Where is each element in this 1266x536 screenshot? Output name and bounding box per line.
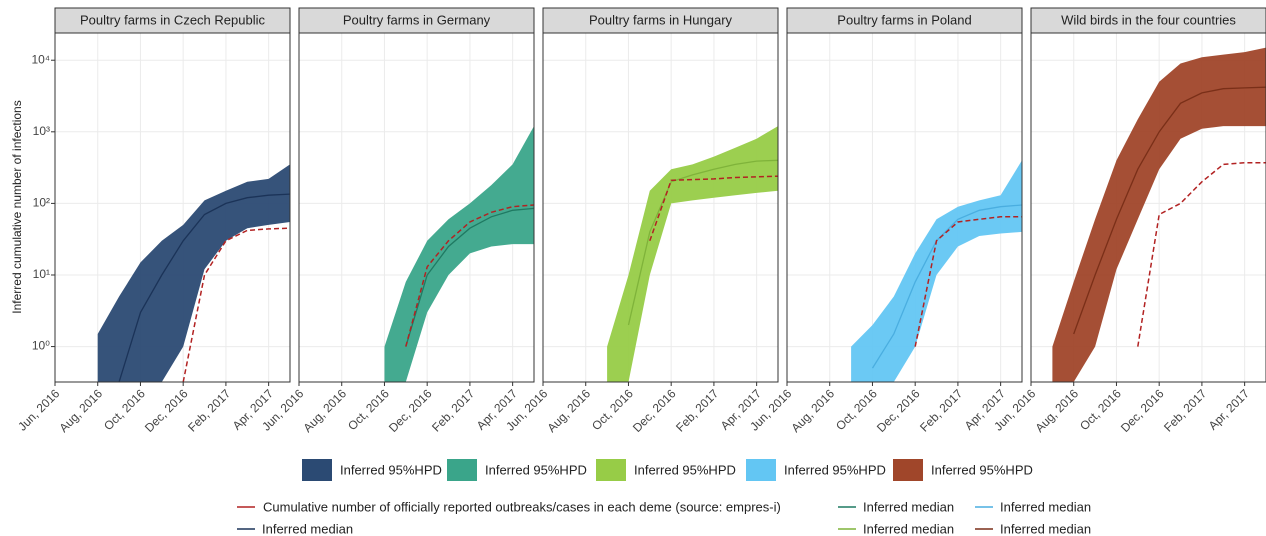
x-tick-label: Oct, 2016	[345, 386, 392, 433]
x-tick-label: Dec, 2016	[142, 386, 191, 435]
x-tick-label: Feb, 2017	[917, 386, 965, 434]
x-tick-label: Aug, 2016	[300, 386, 349, 435]
panel-title: Poultry farms in Hungary	[589, 12, 733, 27]
x-tick-label: Dec, 2016	[630, 386, 679, 435]
reported-line	[405, 204, 534, 347]
legend-label: Inferred 95%HPD	[485, 462, 587, 477]
hpd-band	[97, 164, 290, 382]
panel-plot	[97, 164, 290, 382]
legend-label: Inferred 95%HPD	[340, 462, 442, 477]
strip	[1030, 7, 1266, 34]
y-tick-label: 10³	[33, 124, 50, 138]
x-tick-label: Oct, 2016	[589, 386, 636, 433]
hpd-band	[1052, 47, 1266, 382]
x-tick-label: Oct, 2016	[101, 386, 148, 433]
reported-line	[914, 216, 1022, 347]
panel-title: Poultry farms in Germany	[343, 12, 491, 27]
x-tick-label: Feb, 2017	[673, 386, 721, 434]
panel-border	[542, 32, 779, 383]
panel-plot	[851, 160, 1022, 382]
median-line	[871, 204, 1022, 369]
legend-swatch	[447, 459, 477, 481]
legend-swatch	[746, 459, 776, 481]
strip	[298, 7, 535, 34]
x-tick-label: Aug, 2016	[1033, 386, 1082, 435]
legend-swatch	[596, 459, 626, 481]
y-tick-label: 10⁴	[31, 52, 50, 66]
legend-label: Inferred median	[863, 499, 954, 514]
panel-title: Poultry farms in Poland	[837, 12, 971, 27]
legend-label: Inferred 95%HPD	[634, 462, 736, 477]
legend-swatch	[302, 459, 332, 481]
legend-label: Cumulative number of officially reported…	[263, 499, 781, 514]
legend-label: Inferred 95%HPD	[931, 462, 1033, 477]
x-tick-label: Feb, 2017	[429, 386, 477, 434]
x-tick-label: Jun, 2016	[15, 386, 62, 433]
legend-label: Inferred median	[1000, 499, 1091, 514]
panel-border	[54, 32, 291, 383]
reported-line	[649, 175, 778, 242]
legend-swatch	[893, 459, 923, 481]
y-tick-label: 10⁰	[32, 339, 50, 353]
x-tick-label: Oct, 2016	[1077, 386, 1124, 433]
y-tick-label: 10²	[33, 196, 50, 210]
median-line	[1073, 86, 1266, 335]
hpd-band	[384, 126, 534, 382]
panel-border	[1030, 32, 1266, 383]
legend-label: Inferred median	[1000, 521, 1091, 536]
y-axis-label: Inferred cumulative number of infections	[10, 100, 24, 313]
panel-title: Wild birds in the four countries	[1061, 12, 1236, 27]
x-tick-label: Aug, 2016	[789, 386, 838, 435]
panel-border	[786, 32, 1023, 383]
reported-line	[1137, 161, 1266, 347]
median-line	[118, 193, 290, 382]
strip	[786, 7, 1023, 34]
x-tick-label: Feb, 2017	[1161, 386, 1209, 434]
x-tick-label: Apr, 2017	[1206, 386, 1252, 432]
panel-plot	[384, 126, 534, 382]
strip	[542, 7, 779, 34]
panel-title: Poultry farms in Czech Republic	[80, 12, 265, 27]
panel-border	[298, 32, 535, 383]
hpd-band	[607, 126, 778, 382]
x-tick-label: Oct, 2016	[833, 386, 880, 433]
panel-plot	[607, 126, 778, 382]
x-tick-label: Aug, 2016	[56, 386, 105, 435]
strip	[54, 7, 291, 34]
legend-label: Inferred median	[262, 521, 353, 536]
x-tick-label: Dec, 2016	[1118, 386, 1167, 435]
legend-label: Inferred 95%HPD	[784, 462, 886, 477]
y-tick-label: 10¹	[33, 267, 50, 281]
panel-plot	[1052, 47, 1266, 382]
x-tick-label: Aug, 2016	[545, 386, 594, 435]
legend-label: Inferred median	[863, 521, 954, 536]
hpd-band	[851, 160, 1022, 382]
x-tick-label: Feb, 2017	[185, 386, 233, 434]
x-tick-label: Dec, 2016	[874, 386, 923, 435]
median-line	[405, 207, 534, 347]
median-line	[627, 159, 778, 326]
x-tick-label: Dec, 2016	[386, 386, 435, 435]
reported-line	[182, 227, 290, 382]
